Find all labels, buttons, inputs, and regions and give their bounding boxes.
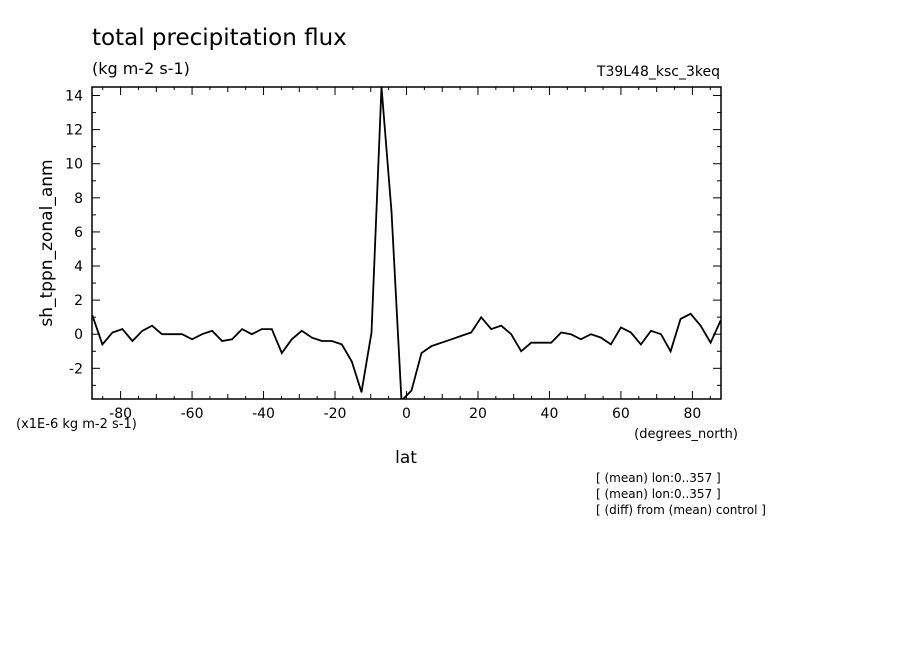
y-tick-label: 10 (65, 157, 83, 173)
data-point (370, 331, 373, 334)
y-tick-label: 8 (74, 191, 83, 207)
x-tick-label: -40 (252, 406, 275, 422)
data-point (251, 333, 253, 335)
plot-frame (91, 86, 722, 400)
data-point (490, 328, 492, 330)
data-point (530, 342, 532, 344)
data-point (710, 342, 712, 344)
data-point (281, 352, 283, 354)
data-point (321, 340, 323, 342)
x-axis-label: lat (395, 448, 417, 468)
y-tick-label: 12 (65, 123, 83, 139)
data-point (151, 325, 153, 327)
y-tick-label: 0 (74, 327, 83, 343)
data-point (620, 326, 622, 328)
series-layer (92, 87, 721, 401)
data-point (690, 313, 692, 315)
data-point (630, 331, 632, 334)
data-point (450, 338, 453, 340)
data-point (181, 333, 183, 335)
data-point (550, 342, 552, 344)
data-point (291, 338, 293, 340)
data-point (211, 330, 213, 332)
data-point (410, 389, 413, 392)
data-point (351, 360, 353, 363)
data-point (540, 342, 542, 344)
annotation-2: [ (mean) lon:0..357 ] (596, 487, 721, 501)
chart-units: (kg m-2 s-1) (92, 59, 190, 78)
data-point (680, 318, 682, 320)
data-point (670, 350, 672, 352)
data-point (331, 340, 333, 342)
y-tick-label: 6 (74, 225, 83, 241)
x-tick-label: -60 (181, 406, 204, 422)
data-point (610, 343, 612, 346)
data-point (161, 333, 163, 335)
axis-ticks (92, 87, 721, 399)
data-point (700, 325, 702, 327)
data-point (341, 343, 343, 346)
annotation-1: [ (mean) lon:0..357 ] (596, 471, 721, 485)
data-point (311, 337, 313, 339)
series-0 (92, 87, 721, 401)
y-tick-label: -2 (69, 361, 83, 377)
series-line (92, 87, 721, 399)
data-point (600, 337, 602, 339)
annotation-3: [ (diff) from (mean) control ] (596, 503, 766, 517)
run-label: T39L48_ksc_3keq (596, 64, 720, 80)
data-point (640, 343, 642, 346)
data-point (360, 391, 363, 393)
y-tick-label: 4 (74, 259, 83, 275)
data-point (440, 342, 443, 344)
data-point (131, 340, 133, 342)
data-point (261, 328, 263, 330)
data-point (271, 328, 273, 330)
data-point (650, 330, 652, 332)
data-point (470, 331, 472, 334)
data-point (390, 210, 393, 213)
chart-title: total precipitation flux (92, 25, 347, 51)
x-tick-label: 0 (402, 406, 411, 422)
data-point (121, 328, 123, 330)
data-point (191, 338, 193, 340)
data-point (420, 352, 423, 354)
data-point (570, 333, 572, 335)
data-point (401, 400, 402, 401)
y-tick-label: 2 (74, 293, 83, 309)
data-point (660, 333, 662, 335)
data-point (460, 335, 462, 337)
x-tick-label: -80 (109, 406, 132, 422)
data-point (560, 331, 562, 334)
data-point (430, 345, 433, 347)
data-point (580, 338, 582, 340)
data-point (500, 325, 502, 327)
x-tick-label: 40 (541, 406, 559, 422)
data-point (520, 350, 522, 352)
x-tick-label: 20 (469, 406, 487, 422)
data-point (101, 343, 103, 346)
data-point (231, 338, 233, 340)
data-point (480, 316, 482, 318)
x-axis-units: (degrees_north) (634, 427, 738, 442)
data-point (111, 331, 113, 334)
data-point (171, 333, 173, 335)
data-point (141, 330, 143, 332)
data-point (241, 328, 243, 330)
data-point (201, 333, 203, 335)
y-tick-label: 14 (65, 89, 83, 105)
data-point (590, 333, 592, 335)
y-scale-note: (x1E-6 kg m-2 s-1) (16, 417, 137, 432)
y-axis-label: sh_tppn_zonal_anm (37, 159, 57, 326)
data-point (301, 330, 303, 332)
x-tick-label: 80 (683, 406, 701, 422)
x-tick-label: -20 (324, 406, 347, 422)
data-point (221, 340, 223, 342)
data-point (510, 333, 512, 335)
x-tick-label: 60 (612, 406, 630, 422)
